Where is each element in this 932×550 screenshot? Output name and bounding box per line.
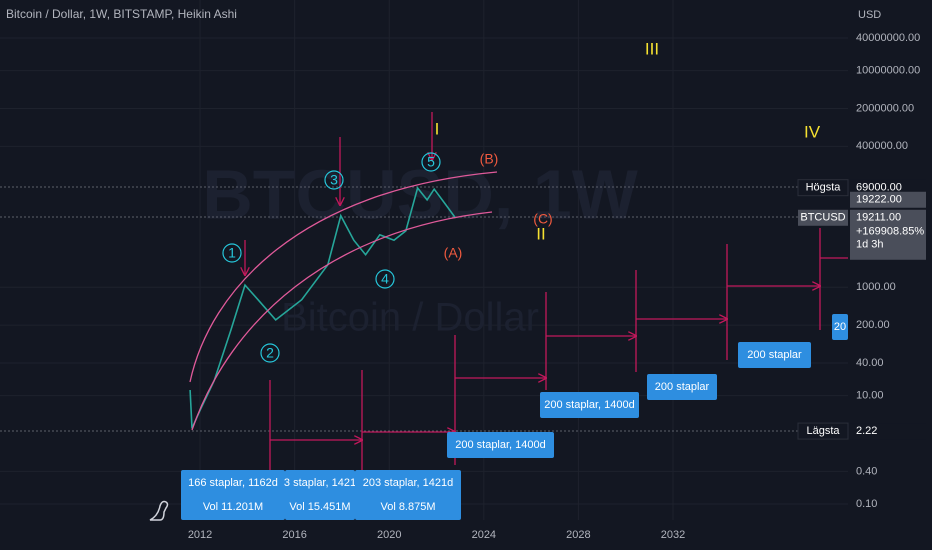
- price-label-detail: 1d 3h: [856, 239, 884, 251]
- box-text: Vol 8.875M: [380, 501, 435, 513]
- y-tick-label: 10000000.00: [856, 65, 920, 77]
- box-bg: [832, 314, 848, 340]
- box-text: 200 staplar: [655, 381, 710, 393]
- box-text: 200 staplar, 1400d: [544, 399, 635, 411]
- wave-number: 2: [266, 345, 274, 361]
- box: 20: [832, 314, 848, 340]
- wave-circle: [324, 170, 344, 190]
- wave-circle: [222, 243, 242, 263]
- x-tick-label: 2020: [377, 529, 401, 541]
- boxes: 166 staplar, 1162d Vol 11.201M 3 staplar, …: [181, 314, 848, 520]
- x-tick-label: 2032: [661, 529, 685, 541]
- price-label-bg: [850, 191, 926, 208]
- box-bg: [181, 470, 285, 520]
- x-tick-label: 2012: [188, 529, 212, 541]
- price-axis: [848, 0, 932, 550]
- box: 200 staplar, 1400d: [447, 432, 554, 458]
- axis-unit: USD: [858, 9, 881, 21]
- wave-circle: [421, 152, 441, 172]
- x-tick-label: 2028: [566, 529, 590, 541]
- box-bg: [738, 342, 811, 368]
- price-label-name: Lägsta: [806, 425, 840, 437]
- price-label-name: Högsta: [806, 182, 842, 194]
- y-tick-label: 10.00: [856, 390, 884, 402]
- box-text: 20: [834, 321, 846, 333]
- price-label: 69000.00: [856, 182, 902, 194]
- y-tick-label: 0.10: [856, 498, 877, 510]
- box: 3 staplar, 1421 Vol 15.451M: [284, 470, 356, 520]
- wave-circle: [260, 343, 280, 363]
- logo: [149, 500, 169, 521]
- wave-circle: [375, 269, 395, 289]
- wave-label: (B): [480, 151, 499, 167]
- plot: [189, 186, 457, 429]
- y-tick-label: 1000.00: [856, 281, 896, 293]
- wave-label: IV: [804, 122, 821, 141]
- box: 200 staplar: [738, 342, 811, 368]
- box-bg: [285, 470, 355, 520]
- y-tick-label: 200.00: [856, 319, 890, 331]
- watermark-sub: Bitcoin / Dollar: [281, 296, 539, 340]
- wave-label: I: [435, 119, 440, 138]
- price-label: 19222.00: [856, 194, 902, 206]
- box-text: 166 staplar, 1162d: [188, 477, 278, 489]
- box: 200 staplar: [647, 374, 717, 400]
- wave-label: (C): [533, 211, 552, 227]
- box: 203 staplar, 1421d Vol 8.875M: [355, 470, 461, 520]
- price-line: [189, 186, 457, 429]
- y-tick-label: 40.00: [856, 357, 884, 369]
- y-tick-label: 40000000.00: [856, 32, 920, 44]
- price-label-bg: [850, 423, 926, 440]
- price-label: 2.22: [856, 425, 877, 437]
- box-text: 203 staplar, 1421d: [363, 477, 454, 489]
- wave-number: 3: [330, 172, 338, 188]
- box-bg: [540, 392, 639, 418]
- box-text: 200 staplar: [747, 349, 802, 361]
- box-text: 200 staplar, 1400d: [455, 439, 546, 451]
- wave-number: 1: [228, 245, 236, 261]
- box-text: 3 staplar, 1421: [284, 477, 356, 489]
- price-label-name-bg: [798, 209, 848, 226]
- wave-label: II: [536, 224, 545, 243]
- x-tick-label: 2024: [472, 529, 496, 541]
- box-text: Vol 11.201M: [203, 501, 263, 513]
- price-label-bg: [850, 209, 926, 260]
- wave-label: (A): [444, 245, 463, 261]
- price-label-detail: +169908.85%: [856, 226, 924, 238]
- box-bg: [447, 432, 554, 458]
- chart-title: Bitcoin / Dollar, 1W, BITSTAMP, Heikin A…: [6, 7, 237, 21]
- upper-channel: [189, 171, 498, 383]
- wave-label: III: [645, 39, 659, 58]
- price-label-bg: [850, 179, 926, 196]
- watermark: BTCUSD, 1W: [202, 155, 638, 233]
- y-tick-label: 2000000.00: [856, 102, 914, 114]
- y-tick-label: 400000.00: [856, 140, 908, 152]
- box: 166 staplar, 1162d Vol 11.201M: [181, 470, 285, 520]
- price-label-name: BTCUSD: [800, 212, 845, 224]
- x-tick-label: 2016: [282, 529, 306, 541]
- price-label-name-bg: [797, 422, 849, 440]
- lower-channel: [191, 211, 493, 431]
- wave-number: 4: [381, 271, 389, 287]
- box-bg: [647, 374, 717, 400]
- box-text: Vol 15.451M: [289, 501, 350, 513]
- price-label: 19211.00: [856, 212, 901, 224]
- price-label-name-bg: [797, 179, 849, 197]
- y-tick-label: 0.40: [856, 465, 877, 477]
- box-bg: [355, 470, 461, 520]
- wave-number: 5: [427, 154, 435, 170]
- projection-lines: [245, 112, 848, 470]
- box: 200 staplar, 1400d: [540, 392, 639, 418]
